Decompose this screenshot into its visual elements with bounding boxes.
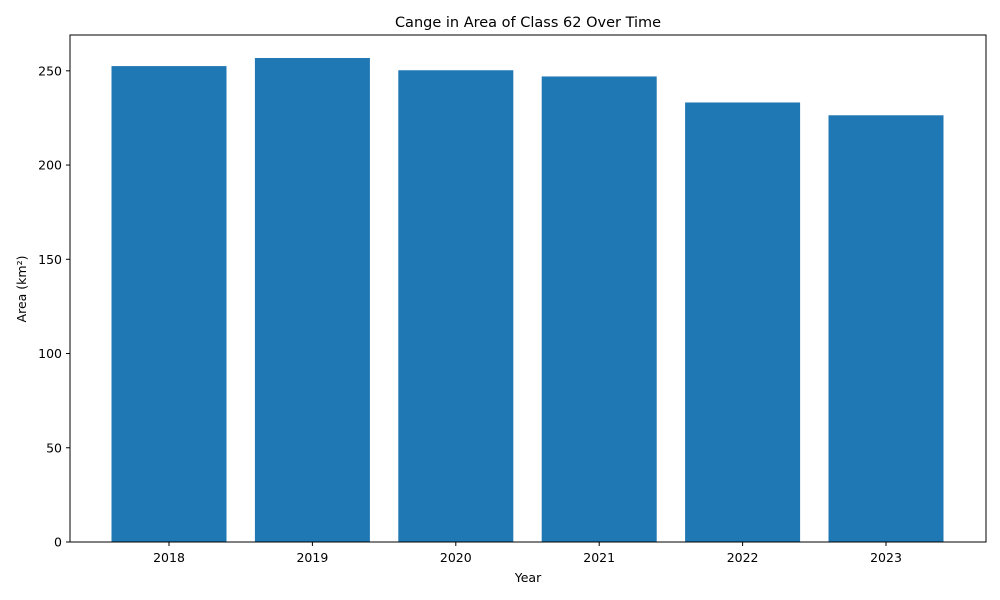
x-axis-label: Year xyxy=(514,570,542,585)
y-tick-label: 100 xyxy=(38,346,62,361)
x-tick-label: 2021 xyxy=(583,550,615,565)
x-tick-label: 2018 xyxy=(153,550,185,565)
bar-2021 xyxy=(541,76,657,542)
bar-2020 xyxy=(398,70,514,542)
x-tick-label: 2022 xyxy=(727,550,759,565)
bar-2018 xyxy=(111,66,227,542)
bar-2022 xyxy=(685,102,801,542)
bars-group xyxy=(111,57,944,543)
y-tick-label: 150 xyxy=(38,252,62,267)
y-tick-label: 50 xyxy=(46,440,62,455)
chart-title: Cange in Area of Class 62 Over Time xyxy=(395,15,661,31)
y-tick-label: 200 xyxy=(38,158,62,173)
x-tick-label: 2020 xyxy=(440,550,472,565)
bar-2023 xyxy=(828,115,944,542)
x-tick-label: 2023 xyxy=(870,550,902,565)
x-axis-ticks: 2018 2019 2020 2021 2022 2023 xyxy=(153,542,902,565)
plot-frame xyxy=(69,34,987,543)
y-tick-label: 250 xyxy=(38,63,62,78)
x-tick-label: 2019 xyxy=(296,550,328,565)
y-tick-label: 0 xyxy=(54,535,62,550)
y-axis-ticks: 0 50 100 150 200 250 xyxy=(38,63,70,550)
y-axis-label: Area (km²) xyxy=(14,256,29,323)
bar-2019 xyxy=(254,57,370,543)
